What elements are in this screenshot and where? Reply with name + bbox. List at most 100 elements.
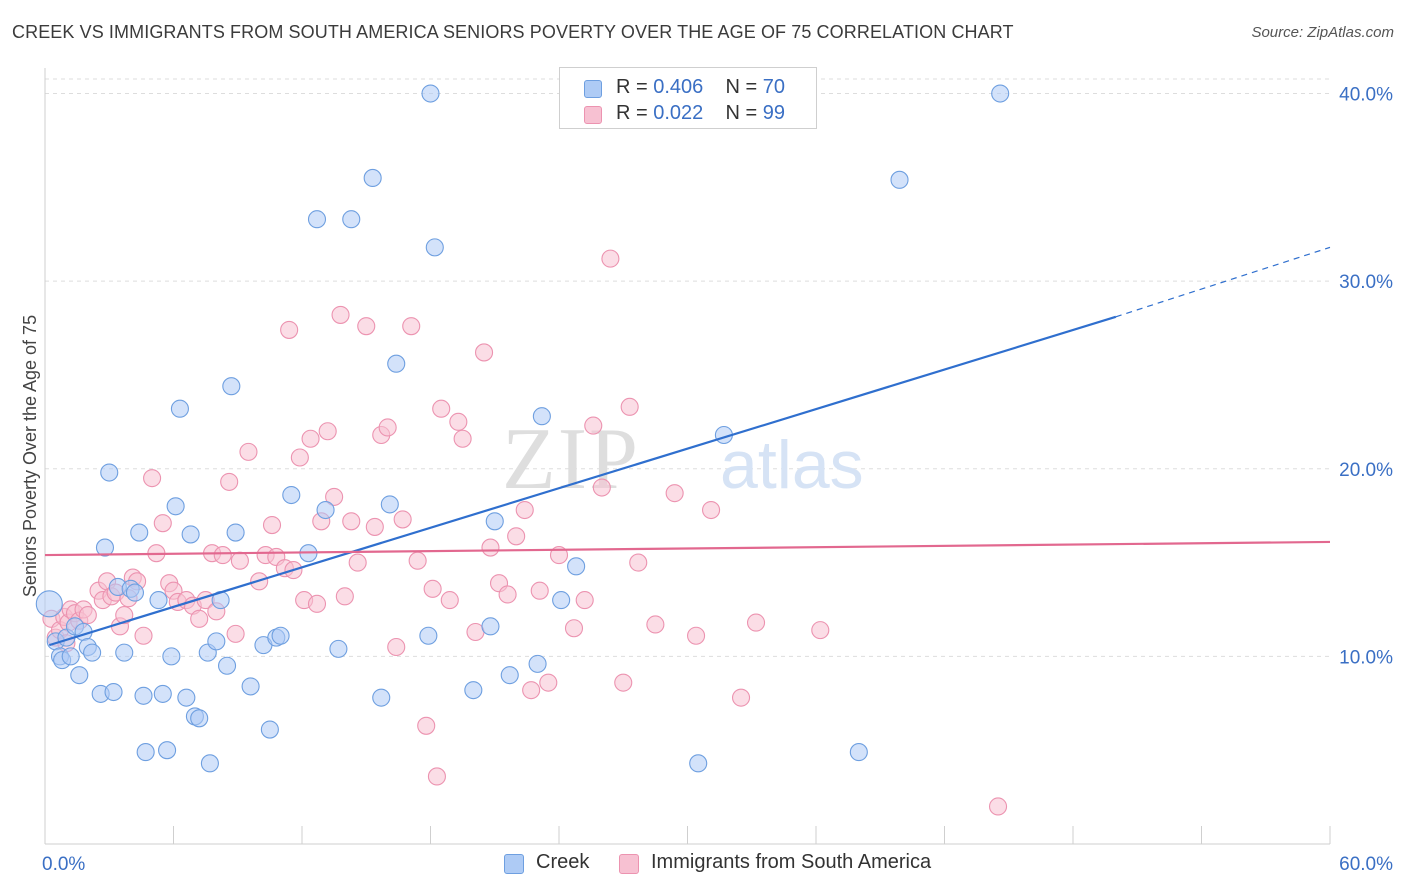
grid-lines [45,78,1330,657]
immigrants-point [143,469,162,488]
creek-point [222,377,241,396]
imm-n-label: N = [725,102,758,124]
immigrants-point [378,418,397,437]
creek-point [61,647,80,666]
creek-point [421,84,440,103]
creek-point [70,666,89,685]
immigrants-point [687,626,706,645]
creek-point [136,743,155,762]
immigrants-points [42,249,1008,816]
creek-point [83,643,102,662]
creek-point [372,688,391,707]
immigrants-point [262,515,282,535]
y-tick-label: 40.0% [1339,85,1393,106]
immigrants-point [620,397,639,416]
creek-point [380,495,399,514]
immigrants-point [115,606,134,625]
watermark: ZIP atlas [502,411,864,508]
creek-point [282,485,301,505]
creek-point [363,168,382,188]
immigrants-point [522,681,541,700]
creek-swatch [584,80,602,98]
trend-lines [44,246,1331,647]
immigrants-point [335,587,354,606]
source-label: Source: ZipAtlas.com [1251,24,1394,41]
immigrants-point [474,343,494,362]
imm-n-value: 99 [762,102,786,124]
immigrants-point [702,500,721,520]
immigrants-point [220,472,239,491]
immigrants-point [393,510,412,529]
immigrants-point [564,619,584,638]
creek-point [104,682,123,702]
creek-point [387,354,406,373]
immigrants-point [348,553,367,572]
creek-point [134,686,153,705]
creek-point [217,656,237,675]
creek-points [35,84,1010,773]
creek-point [481,617,500,636]
creek-point [226,523,245,542]
creek-point [316,500,335,520]
immigrants-point [530,581,549,600]
imm-r-value: 0.022 [653,102,704,124]
creek-point [125,583,144,602]
creek-point [115,643,134,662]
creek-point [419,626,438,645]
creek-point [689,754,708,773]
creek-point [485,512,504,531]
immigrants-point [402,317,421,336]
legend-immigrants-label: Immigrants from South America [651,851,932,873]
creek-point [166,497,185,516]
creek-point [567,557,586,576]
immigrants-trend-line [44,540,1331,557]
immigrants-point [629,553,648,572]
immigrants-point [646,615,665,634]
legend-creek-swatch [504,854,524,874]
immigrants-point [614,673,633,692]
creek-point [552,591,571,610]
axes [44,68,1331,845]
immigrants-point [432,399,451,418]
immigrants-point [417,716,436,735]
creek-point [342,210,361,229]
immigrants-point [387,637,406,657]
creek-point [241,677,260,696]
creek-point [464,681,483,700]
creek-trend-line [48,315,1117,647]
creek-point [95,538,115,557]
immigrants-swatch [584,106,602,124]
creek-point [130,523,149,542]
creek-r-value: 0.406 [653,76,704,98]
creek-point [425,238,444,257]
y-tick-label: 20.0% [1339,460,1393,481]
creek-point [500,666,519,685]
immigrants-point [449,412,468,431]
creek-n-label: N = [725,76,758,98]
immigrants-point [78,606,97,625]
stats-legend: R = 0.406 N = 70 R = 0.022 N = 99 [559,67,817,129]
immigrants-point [331,305,350,324]
creek-point [528,654,547,673]
immigrants-point [515,500,534,520]
immigrants-point [134,626,153,645]
immigrants-point [301,429,320,448]
immigrants-point [988,797,1008,816]
immigrants-point [440,591,459,610]
creek-point [991,84,1010,103]
creek-point [307,210,327,229]
immigrants-point [213,546,232,565]
creek-point [35,590,63,618]
immigrants-point [453,429,472,448]
immigrants-point [307,594,327,613]
creek-point [890,170,909,189]
immigrants-point [190,609,209,628]
immigrants-point [481,538,500,557]
creek-point [329,639,348,658]
immigrants-point [153,514,172,533]
creek-point [849,743,868,762]
creek-point [100,463,119,482]
immigrants-point [280,320,299,339]
immigrants-point [731,688,751,707]
